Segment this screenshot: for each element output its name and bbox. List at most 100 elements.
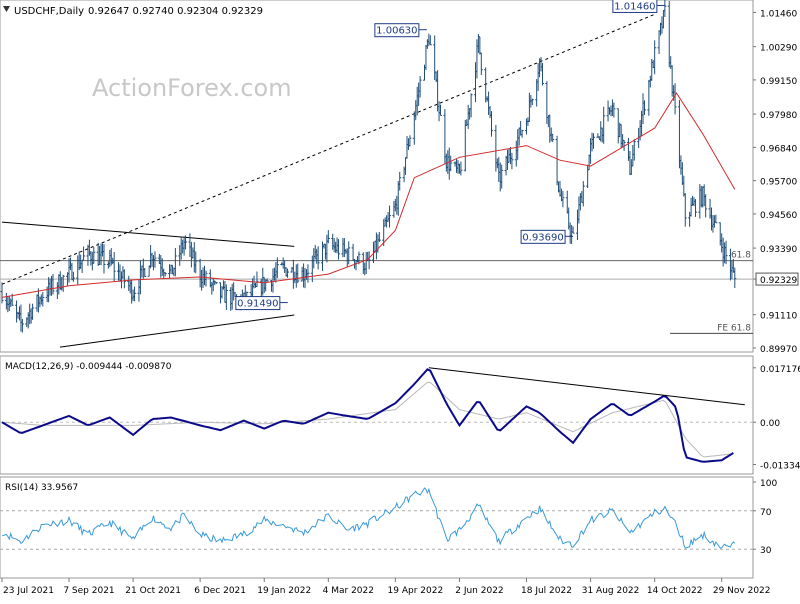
price-bar bbox=[296, 263, 300, 284]
price-bar bbox=[571, 226, 575, 234]
x-axis-tick-label: 29 Nov 2022 bbox=[713, 586, 771, 596]
price-layer: 1.00630 1.01460 0.93690 0.91490 61.8 FE 61.8 1… bbox=[0, 0, 799, 355]
current-price-label: 0.92329 bbox=[760, 276, 797, 286]
x-axis-tick-label: 31 Aug 2022 bbox=[582, 586, 640, 596]
x-axis-tick-label: 2 Jun 2022 bbox=[455, 586, 503, 596]
price-bar bbox=[479, 52, 483, 75]
price-annotation-label: 1.00630 bbox=[376, 26, 417, 37]
price-bar bbox=[551, 133, 555, 143]
price-bar bbox=[530, 98, 534, 105]
price-bar bbox=[704, 194, 708, 218]
price-bar bbox=[316, 246, 320, 270]
price-bar bbox=[663, 0, 667, 17]
price-bar bbox=[20, 318, 24, 333]
price-bar bbox=[602, 106, 606, 144]
price-bar bbox=[214, 281, 218, 285]
watermark-text: ActionForex.com bbox=[92, 74, 292, 102]
price-bar bbox=[0, 282, 4, 304]
price-y-tick-label: 0.89970 bbox=[760, 345, 797, 355]
symbol-label: USDCHF,Daily bbox=[14, 6, 84, 17]
price-bar bbox=[561, 190, 565, 208]
price-bar bbox=[683, 193, 687, 227]
rsi-layer: RSI(14) 33.9567 100 70 30 bbox=[0, 476, 777, 579]
x-axis-tick-label: 14 Oct 2022 bbox=[647, 586, 703, 596]
x-axis-tick-label: 7 Sep 2021 bbox=[63, 586, 114, 596]
price-y-tick-label: 0.97980 bbox=[760, 111, 797, 121]
x-axis-layer: 23 Jul 2021 7 Sep 2021 21 Oct 2021 6 Dec 20… bbox=[1, 578, 771, 596]
price-y-tick-label: 0.96840 bbox=[760, 144, 797, 154]
price-bar bbox=[540, 63, 544, 86]
macd-line bbox=[1, 368, 734, 463]
rsi-y-tick-label: 70 bbox=[760, 508, 772, 518]
price-bar bbox=[469, 93, 473, 118]
x-axis-tick-label: 21 Oct 2021 bbox=[125, 586, 181, 596]
price-panel-frame bbox=[0, 0, 754, 353]
price-bar bbox=[693, 199, 697, 217]
price-bar bbox=[204, 270, 208, 287]
ohlc-values: 0.92647 0.92740 0.92304 0.92329 bbox=[88, 6, 263, 17]
price-bar bbox=[449, 155, 453, 172]
price-bar bbox=[632, 139, 636, 161]
price-bar bbox=[337, 239, 341, 260]
price-bar bbox=[398, 171, 402, 191]
price-y-tick-label: 0.91110 bbox=[760, 312, 797, 322]
price-bar bbox=[673, 83, 677, 115]
price-bar bbox=[500, 164, 504, 189]
price-annotation-label: 0.93690 bbox=[522, 232, 563, 243]
ema-line bbox=[1, 92, 736, 298]
price-bar bbox=[612, 102, 616, 118]
price-y-tick-label: 0.93390 bbox=[760, 245, 797, 255]
macd-layer: MACD(12,26,9) -0.009444 -0.009870 0.01717… bbox=[0, 355, 800, 475]
price-bar bbox=[194, 251, 198, 274]
price-bar bbox=[51, 274, 55, 295]
price-bar bbox=[265, 278, 269, 282]
price-bar bbox=[357, 251, 361, 265]
macd-y-tick-label: 0.017176 bbox=[760, 365, 800, 375]
price-bar bbox=[408, 135, 412, 147]
price-bar bbox=[459, 161, 463, 176]
price-y-tick-label: 0.94560 bbox=[760, 211, 797, 221]
price-bar bbox=[224, 284, 228, 311]
fe-61-8-label: FE 61.8 bbox=[717, 323, 751, 333]
fib-61-8-label: 61.8 bbox=[731, 251, 751, 261]
price-bar bbox=[286, 268, 290, 278]
price-bar bbox=[510, 152, 514, 170]
price-bar bbox=[733, 267, 737, 289]
price-bar bbox=[520, 129, 524, 138]
price-bar bbox=[653, 40, 657, 75]
price-bar bbox=[439, 104, 443, 116]
rsi-y-tick-label: 100 bbox=[760, 479, 777, 489]
x-axis-tick-label: 19 Jan 2022 bbox=[257, 586, 311, 596]
price-bar bbox=[714, 214, 718, 224]
price-bar bbox=[591, 133, 595, 149]
x-axis-tick-label: 6 Dec 2021 bbox=[194, 586, 246, 596]
rsi-title: RSI(14) 33.9567 bbox=[5, 483, 78, 493]
price-bar bbox=[41, 292, 45, 307]
macd-trendline bbox=[428, 367, 745, 406]
rsi-line bbox=[1, 487, 736, 549]
price-bar bbox=[153, 251, 157, 268]
price-bar bbox=[112, 252, 116, 282]
rsi-y-tick-label: 30 bbox=[760, 546, 772, 556]
price-annotation: 0.93690 bbox=[520, 229, 574, 244]
macd-signal-line bbox=[1, 381, 734, 458]
price-y-tick-label: 0.95700 bbox=[760, 178, 797, 188]
price-annotation: 0.91490 bbox=[235, 296, 288, 311]
price-bar bbox=[92, 247, 96, 264]
x-axis-tick-label: 4 Mar 2022 bbox=[323, 586, 374, 596]
price-bar bbox=[255, 271, 259, 288]
x-axis-tick-label: 18 Jul 2022 bbox=[521, 586, 572, 596]
price-bar bbox=[122, 269, 126, 289]
price-bar bbox=[31, 303, 35, 320]
macd-y-tick-label: -0.01334 bbox=[760, 462, 800, 472]
triangle-upper-trendline bbox=[1, 221, 295, 247]
price-bar bbox=[184, 235, 188, 250]
price-bar bbox=[377, 231, 381, 243]
rsi-panel-frame bbox=[0, 476, 754, 579]
price-annotation-label: 0.91490 bbox=[237, 299, 278, 310]
price-bar bbox=[326, 230, 330, 244]
price-bar bbox=[102, 244, 106, 274]
x-axis-tick-label: 19 Apr 2022 bbox=[388, 586, 444, 596]
